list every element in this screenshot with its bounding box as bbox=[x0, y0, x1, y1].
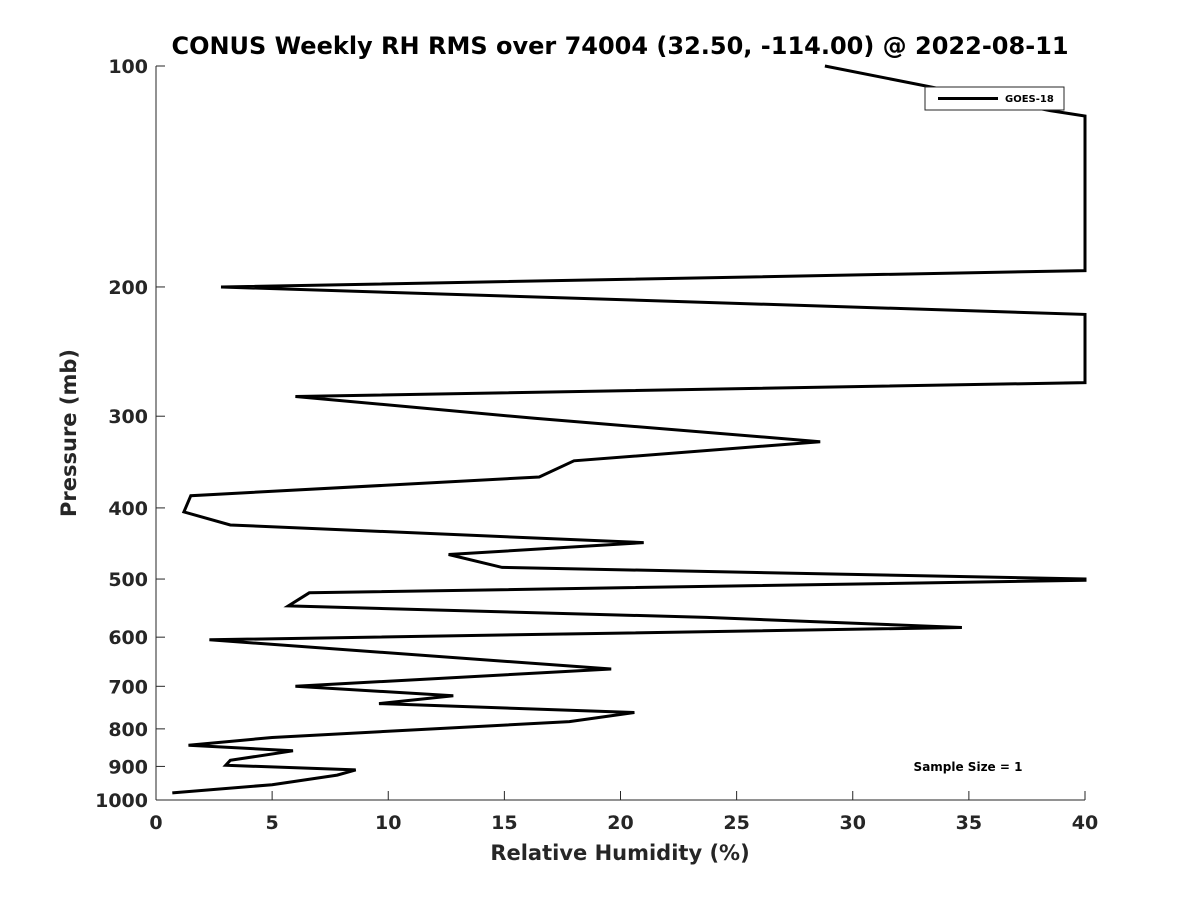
y-tick-label: 400 bbox=[108, 498, 148, 520]
legend: GOES-18 bbox=[924, 86, 1065, 111]
x-tick-label: 0 bbox=[149, 812, 162, 834]
series-line-goes-18 bbox=[172, 64, 1087, 795]
x-axis-label: Relative Humidity (%) bbox=[490, 841, 749, 865]
y-axis-label: Pressure (mb) bbox=[57, 349, 81, 517]
y-tick-label: 100 bbox=[108, 56, 148, 78]
y-tick-label: 200 bbox=[108, 277, 148, 299]
y-tick-label: 300 bbox=[108, 406, 148, 428]
x-tick-label: 20 bbox=[607, 812, 633, 834]
x-tick-label: 40 bbox=[1072, 812, 1098, 834]
y-tick-label: 600 bbox=[108, 627, 148, 649]
x-tick-label: 25 bbox=[723, 812, 749, 834]
y-tick-label: 500 bbox=[108, 569, 148, 591]
x-tick-label: 30 bbox=[840, 812, 866, 834]
x-tick-label: 10 bbox=[375, 812, 401, 834]
x-axis-ticks: 0 5 10 15 20 25 30 35 40 bbox=[149, 791, 1098, 834]
y-tick-label: 800 bbox=[108, 719, 148, 741]
sample-size-note: Sample Size = 1 bbox=[914, 760, 1023, 774]
chart-title: CONUS Weekly RH RMS over 74004 (32.50, -… bbox=[171, 32, 1068, 60]
y-tick-label: 700 bbox=[108, 676, 148, 698]
legend-label-goes-18: GOES-18 bbox=[1005, 94, 1054, 105]
series-layer bbox=[172, 64, 1087, 795]
x-tick-label: 35 bbox=[956, 812, 982, 834]
y-tick-label: 900 bbox=[108, 756, 148, 778]
y-axis-ticks: 100 200 300 400 500 600 700 800 900 1000 bbox=[95, 56, 165, 812]
y-tick-label: 1000 bbox=[95, 790, 148, 812]
x-tick-label: 15 bbox=[491, 812, 517, 834]
x-tick-label: 5 bbox=[266, 812, 279, 834]
plot-area: 0 5 10 15 20 25 30 35 40 100 200 300 400 500 600 700 80… bbox=[95, 56, 1098, 834]
